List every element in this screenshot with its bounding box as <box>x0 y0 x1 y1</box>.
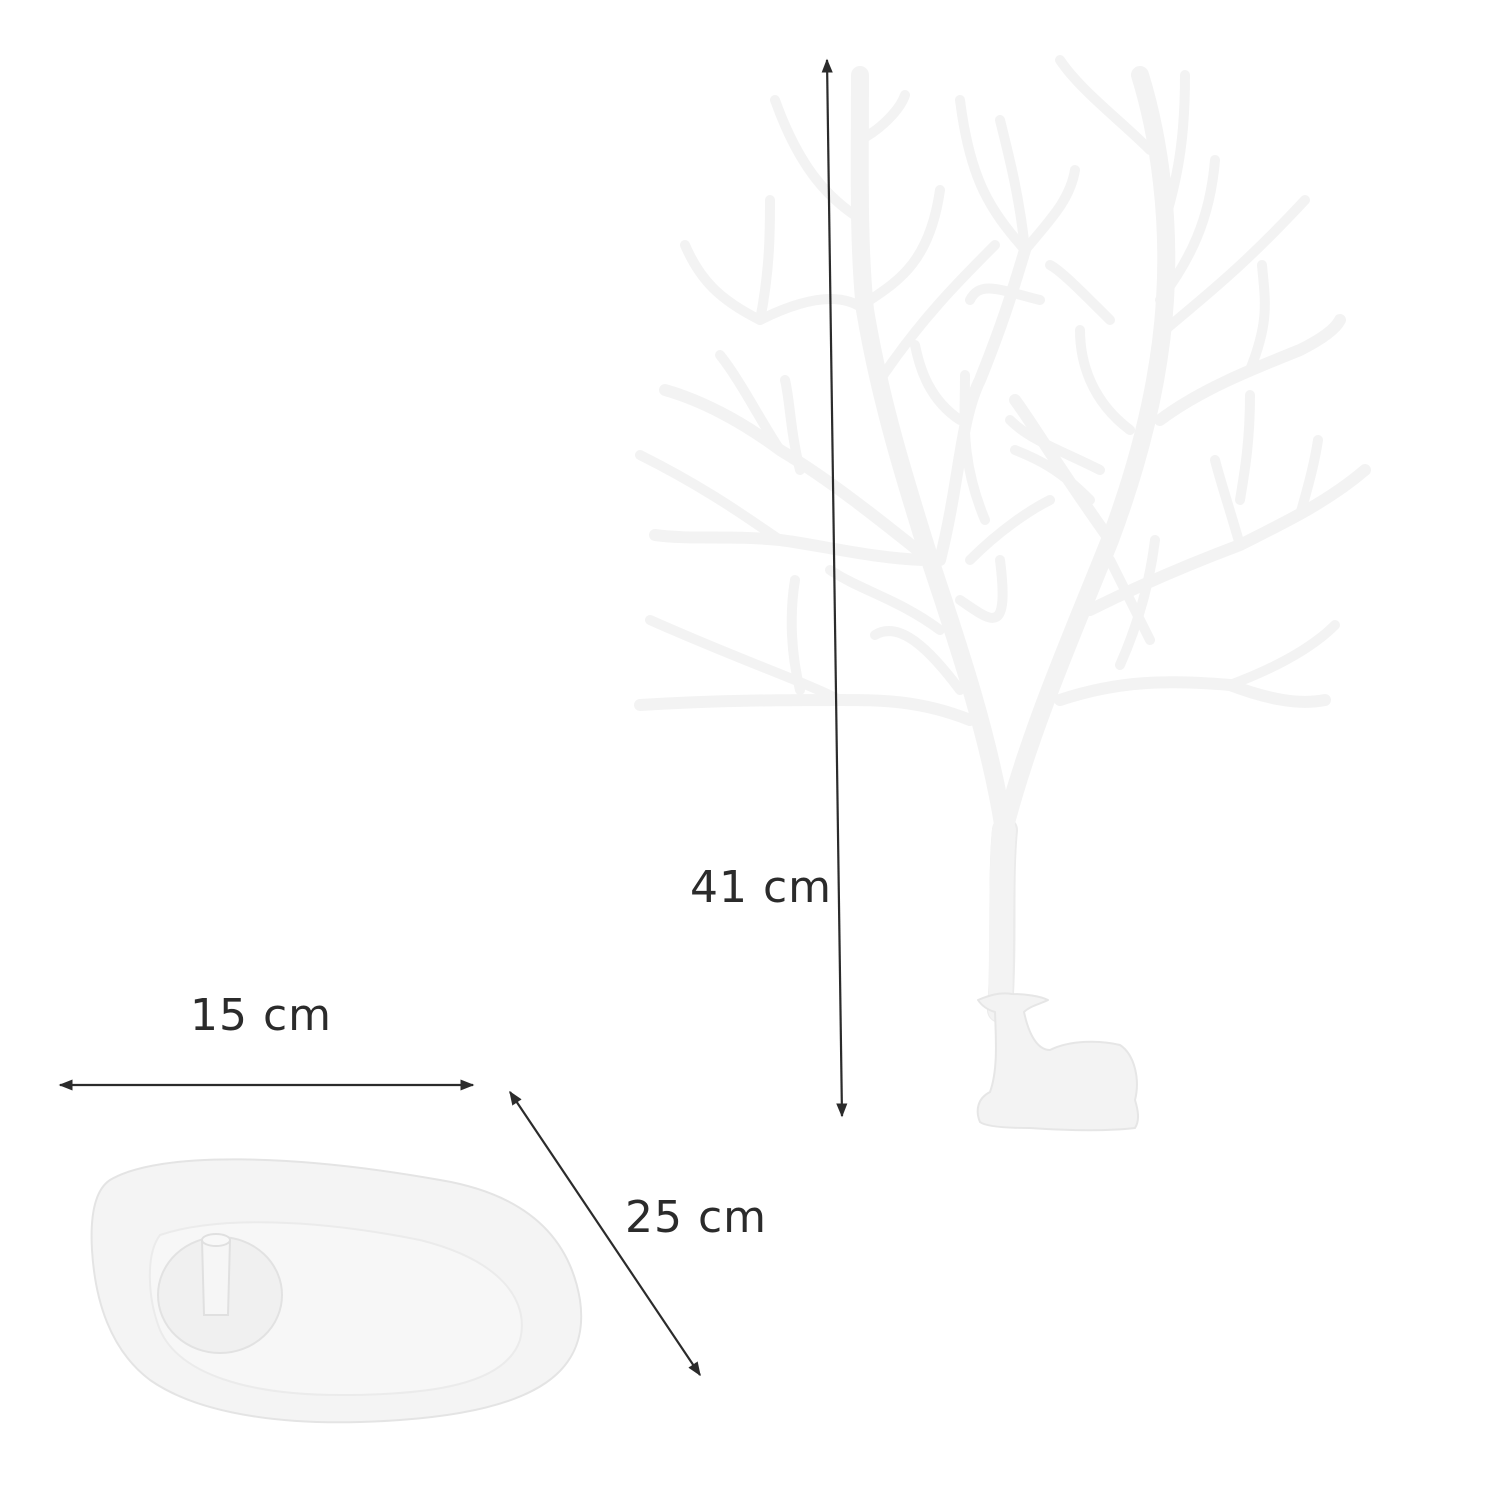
tray-deer-mount-icon <box>157 1233 283 1354</box>
oval-base-tray-icon <box>90 1158 583 1424</box>
antler-tree-icon <box>634 55 1371 1132</box>
depth-dimension-line <box>509 1090 701 1377</box>
depth-dimension-label: 25 cm <box>625 1192 768 1243</box>
height-dimension-line <box>821 58 848 1118</box>
height-dimension-label: 41 cm <box>690 862 833 913</box>
width-dimension-label: 15 cm <box>190 990 333 1041</box>
resting-deer-figure-icon <box>976 992 1139 1132</box>
